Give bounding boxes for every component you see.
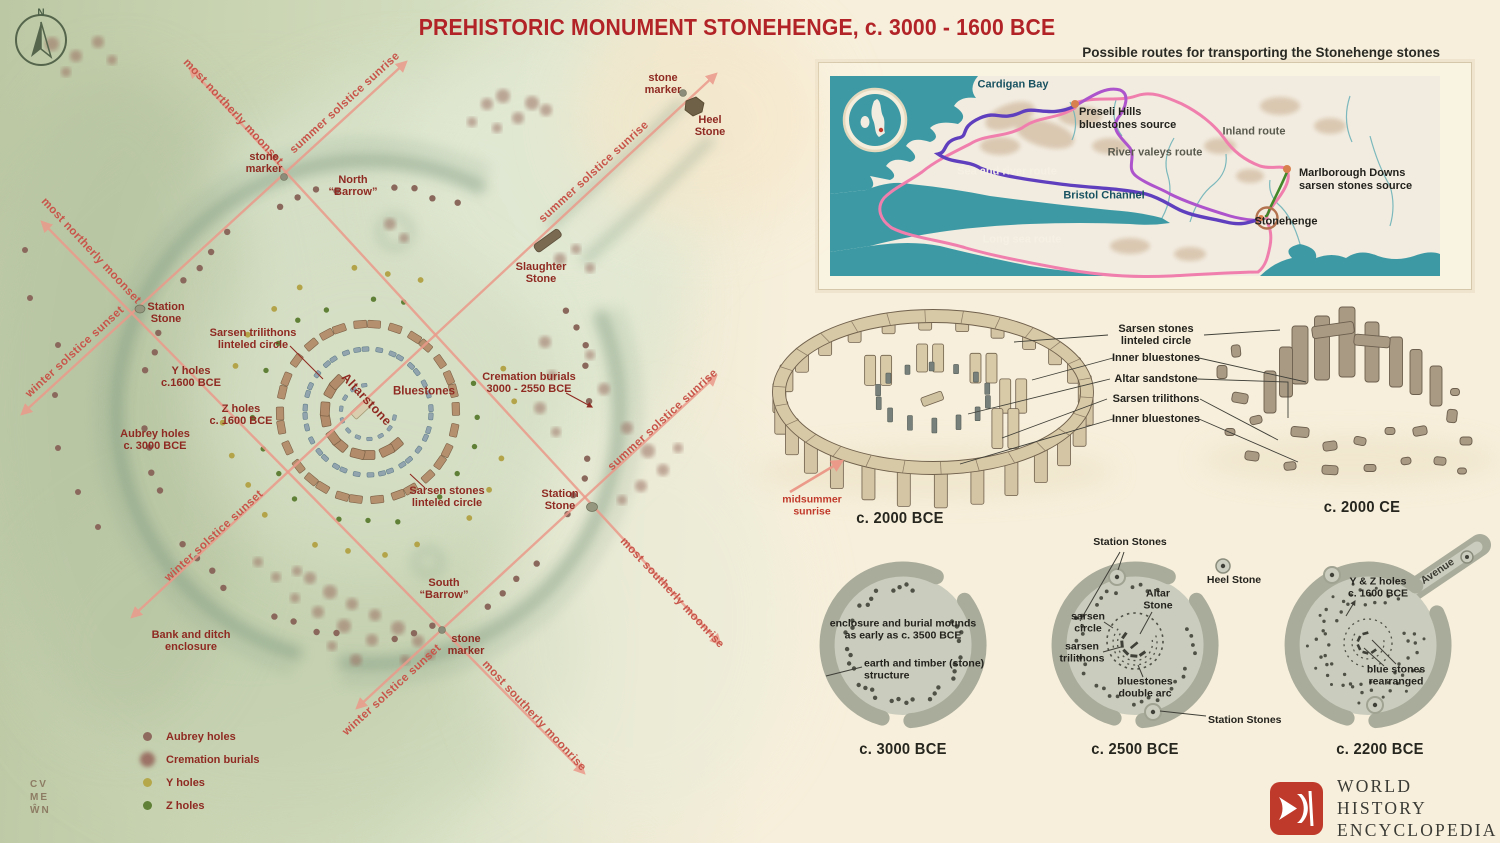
label-stone-marker-ne: stone marker bbox=[644, 71, 682, 96]
recon-label-altar-sandstone: Altar sandstone bbox=[1114, 372, 1198, 385]
recon-label-sarsen-stones: Sarsen stones linteled circle bbox=[1118, 322, 1194, 347]
map-label-cardigan-bay: Cardigan Bay bbox=[977, 78, 1049, 91]
legend-yholes-dot bbox=[143, 778, 152, 787]
label-midsummer-sunrise: midsummer sunrise bbox=[782, 493, 842, 517]
legend-cremation-dot bbox=[140, 752, 155, 767]
logo-line2: ENCYCLOPEDIA bbox=[1337, 819, 1498, 840]
ruins-2000ce bbox=[1216, 306, 1473, 476]
phase2-bluestones-label: bluestones double arc bbox=[1117, 675, 1173, 699]
label-bluestones: Bluestones bbox=[393, 385, 455, 398]
phase3-bluestones-label: blue stones rearranged bbox=[1366, 663, 1426, 687]
phase-diagrams bbox=[819, 534, 1491, 729]
legend-zholes-dot bbox=[143, 801, 152, 810]
logo-icon bbox=[1270, 782, 1323, 836]
caption-2500-bce: c. 2500 BCE bbox=[1091, 741, 1179, 758]
caption-2000-ce: c. 2000 CE bbox=[1323, 499, 1401, 516]
phase1-earth-timber-label: earth and timber (stone) structure bbox=[864, 657, 985, 681]
legend-aubrey-label: Aubrey holes bbox=[166, 731, 236, 743]
map-label-bristol-channel: Bristol Channel bbox=[1063, 189, 1145, 202]
phase3-yz-holes-label: Y & Z holes c. 1600 BCE bbox=[1347, 575, 1409, 599]
alignment-lines bbox=[20, 60, 722, 775]
recon-label-inner-bluestones-2: Inner bluestones bbox=[1111, 412, 1201, 425]
world-history-encyclopedia-logo: WORLD HISTORY ENCYCLOPEDIA bbox=[1270, 776, 1500, 842]
phase2-sarsen-trilithons-label: sarsen trilithons bbox=[1059, 640, 1105, 664]
label-south-barrow: South “Barrow” bbox=[419, 576, 469, 601]
label-slaughter-stone: Slaughter Stone bbox=[515, 260, 567, 285]
label-aubrey-holes: Aubrey holes c. 3000 BCE bbox=[120, 427, 190, 452]
logo-line1: WORLD HISTORY bbox=[1337, 776, 1427, 818]
phase-leader-lines bbox=[825, 551, 1397, 717]
phase2-altar-label: Altar Stone bbox=[1143, 587, 1173, 611]
map-label-marlborough: Marlborough Downs sarsen stones source bbox=[1299, 167, 1413, 192]
map-label-long-sea-route: Long sea route bbox=[982, 233, 1062, 246]
map-label-stonehenge: Stonehenge bbox=[1254, 215, 1318, 228]
label-sarsen-stones: Sarsen stones linteled circle bbox=[409, 484, 485, 509]
caption-3000-bce: c. 3000 BCE bbox=[859, 741, 947, 758]
legend-aubrey-dot bbox=[143, 732, 152, 741]
label-heel-stone-phase: Heel Stone bbox=[1206, 574, 1262, 587]
legend-zholes-label: Z holes bbox=[166, 800, 205, 812]
plan-pointer-lines bbox=[289, 345, 594, 489]
phase2-station-bottom-label: Station Stones bbox=[1208, 714, 1282, 727]
phase2-station-top-label: Station Stones bbox=[1093, 536, 1167, 549]
page-title: PREHISTORIC MONUMENT STONEHENGE, c. 3000… bbox=[418, 14, 1056, 40]
label-stone-marker-nw: stone marker bbox=[245, 150, 283, 175]
reconstruction-leader-lines bbox=[959, 329, 1307, 465]
recon-label-inner-bluestones-1: Inner bluestones bbox=[1111, 351, 1201, 364]
map-title: Possible routes for transporting the Sto… bbox=[1082, 45, 1440, 60]
label-north-barrow: North “Barrow” bbox=[328, 173, 378, 198]
special-stones bbox=[134, 89, 705, 634]
label-bank-ditch: Bank and ditch enclosure bbox=[151, 628, 231, 653]
map-label-preseli: Preseli Hills bluestones source bbox=[1079, 106, 1177, 131]
label-cremation-burials: Cremation burials 3000 - 2550 BCE bbox=[482, 370, 576, 395]
label-station-stone-left: Station Stone bbox=[147, 300, 185, 325]
phase2-sarsen-circle-label: sarsen circle bbox=[1071, 610, 1105, 634]
legend-yholes-label: Y holes bbox=[166, 777, 205, 789]
compass-north-label: N bbox=[37, 7, 45, 19]
recon-label-sarsen-trilithons: Sarsen trilithons bbox=[1112, 392, 1200, 405]
label-stone-marker-s: stone marker bbox=[447, 632, 485, 657]
map-label-inland-route: Inland route bbox=[1222, 125, 1286, 138]
caption-2200-bce: c. 2200 BCE bbox=[1336, 741, 1424, 758]
legend-cremation-label: Cremation burials bbox=[166, 754, 260, 766]
phase1-enclosure-label: enclosure and burial mounds as early as … bbox=[829, 617, 977, 641]
map-label-sea-river-route: Sea and river route bbox=[957, 165, 1057, 178]
britain-inset-map bbox=[842, 87, 908, 153]
map-label-river-valleys-route: River valeys route bbox=[1107, 146, 1203, 159]
compass-icon bbox=[15, 14, 67, 66]
routes-map bbox=[830, 76, 1440, 279]
caption-2000-bce: c. 2000 BCE bbox=[856, 510, 944, 527]
label-sarsen-trilithons: Sarsen trilithons linteled circle bbox=[209, 326, 297, 351]
label-station-stone-right: Station Stone bbox=[541, 487, 579, 512]
reconstruction-2000bce bbox=[772, 309, 1094, 509]
label-z-holes: Z holes c. 1600 BCE bbox=[209, 402, 273, 427]
label-heel-stone: Heel Stone bbox=[694, 113, 726, 138]
artist-signature: CV ME ŴN bbox=[30, 779, 51, 816]
label-y-holes: Y holes c.1600 BCE bbox=[161, 364, 221, 389]
